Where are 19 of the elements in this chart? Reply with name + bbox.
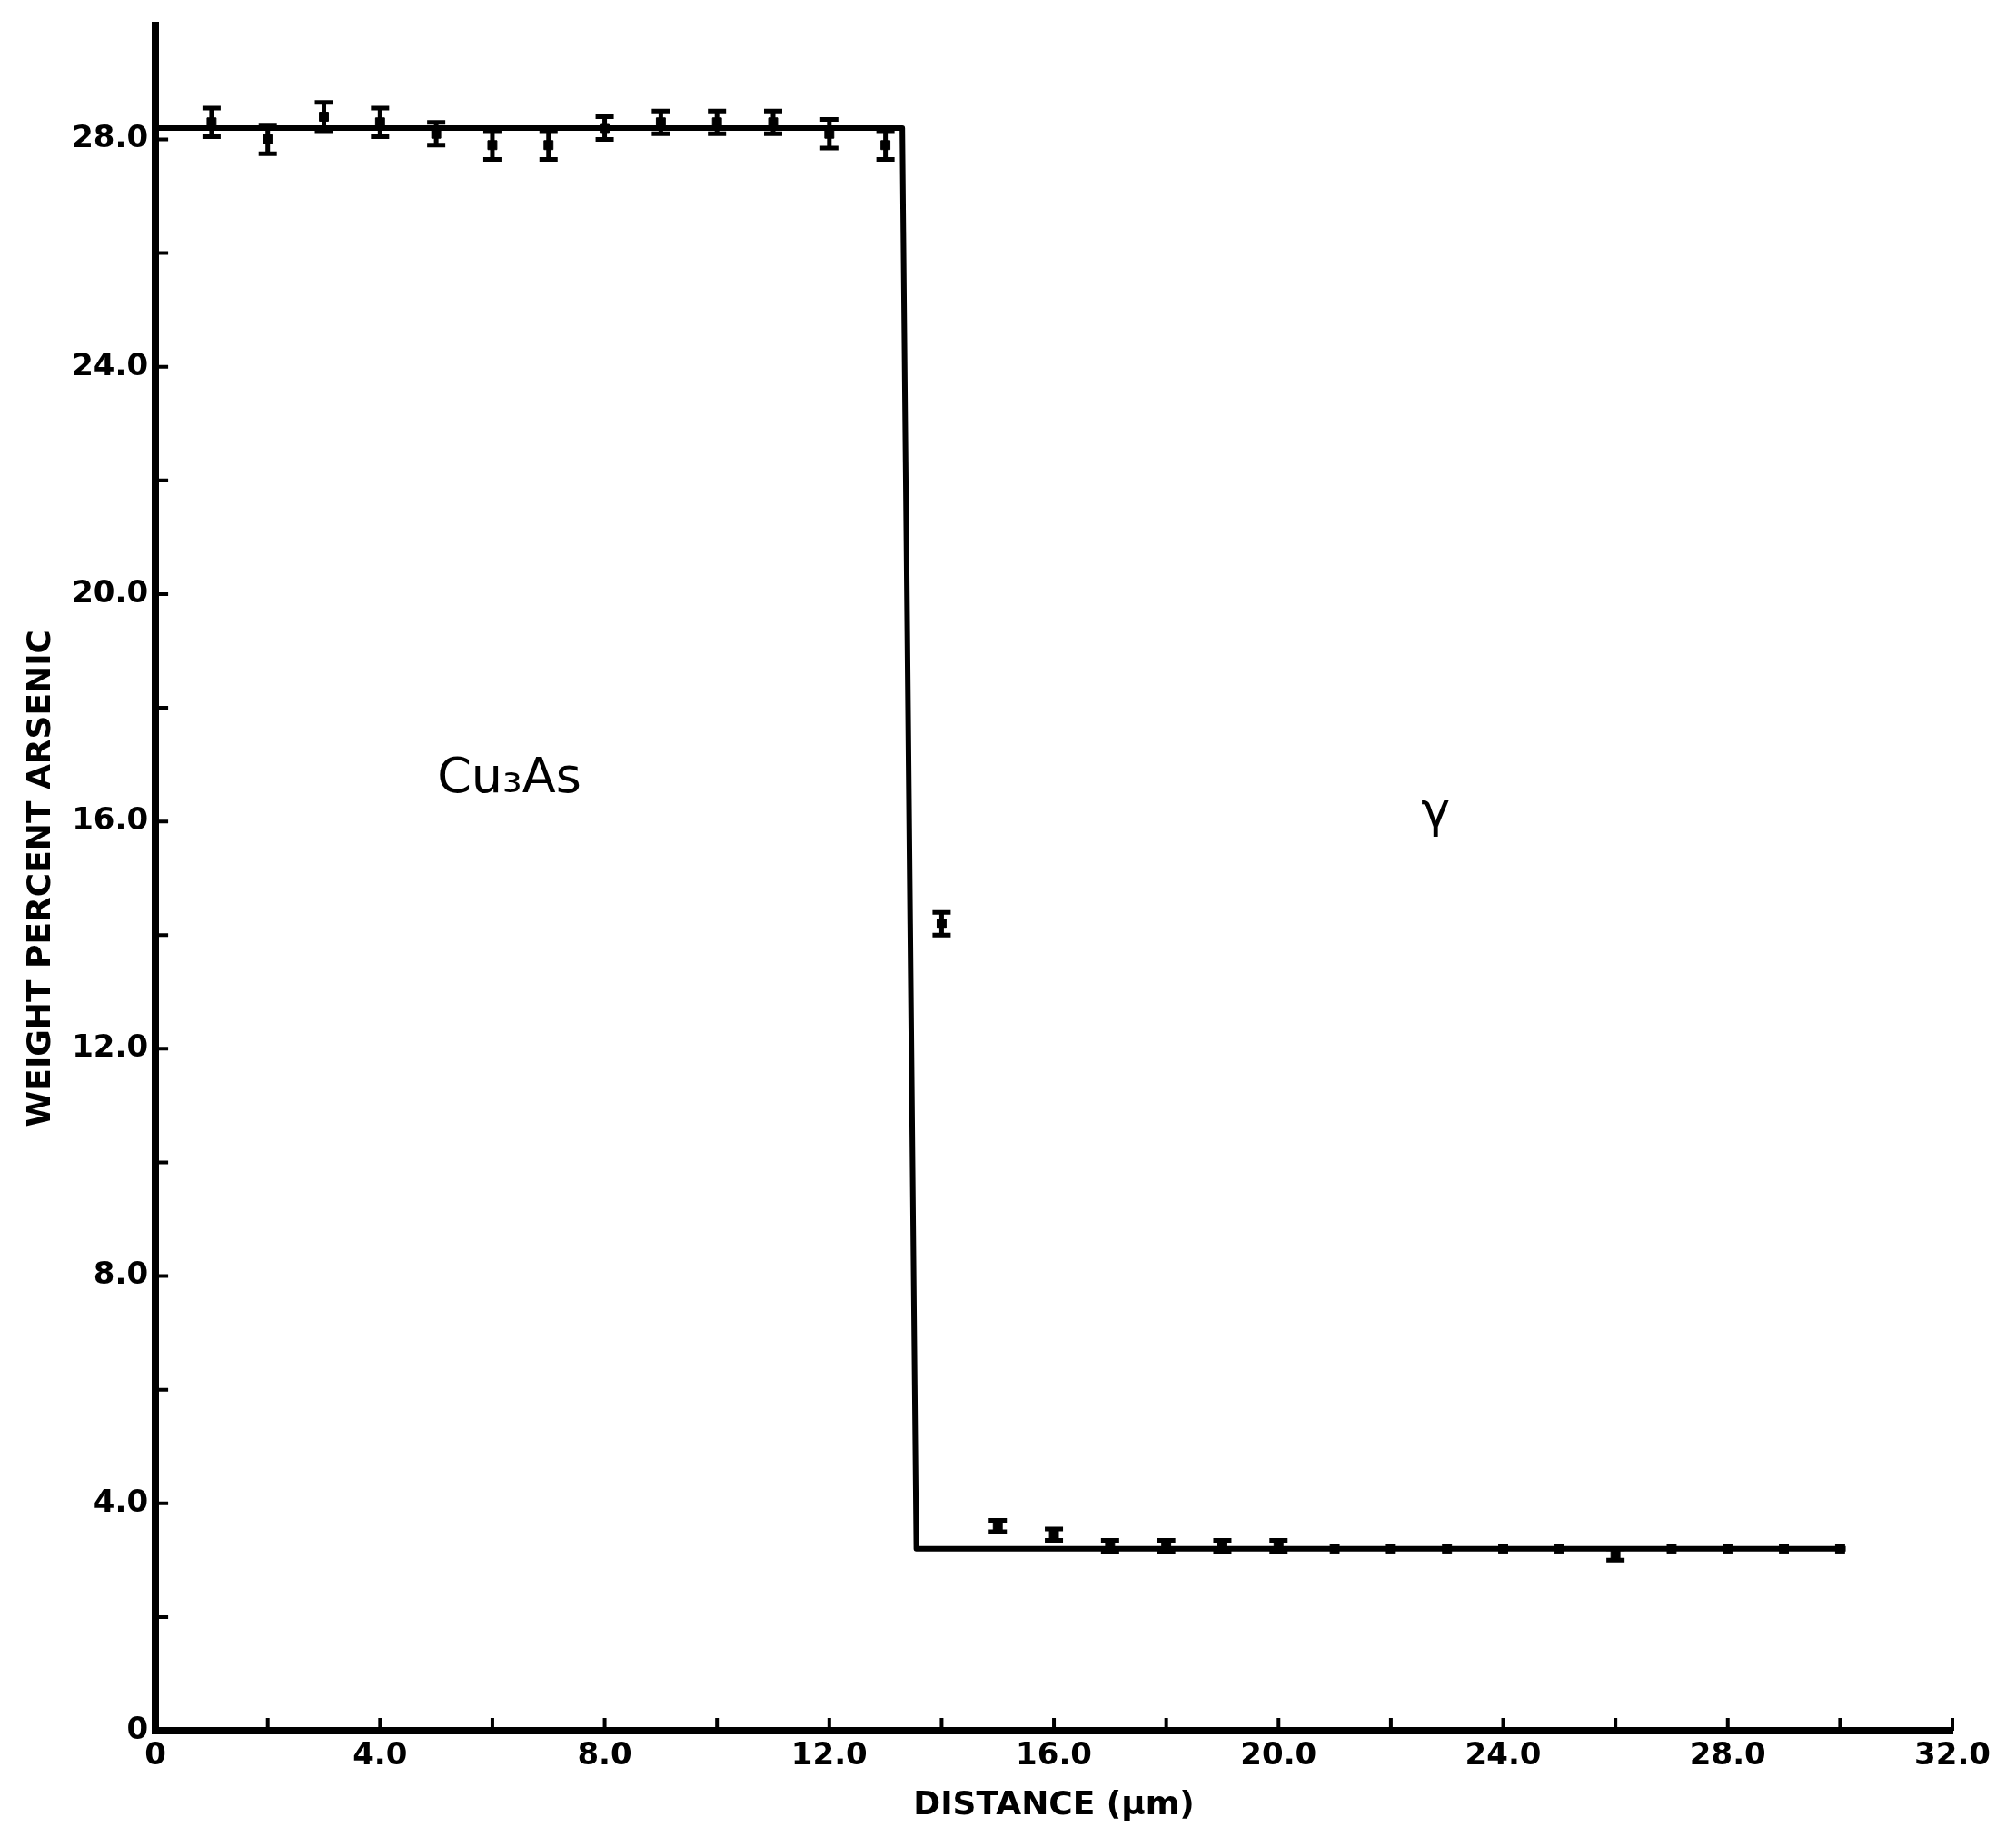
x-axis-title: DISTANCE (μm) — [913, 1783, 1195, 1822]
x-tick-label: 32.0 — [1914, 1735, 1991, 1773]
y-axis-title: WEIGHT PERCENT ARSENIC — [19, 629, 57, 1127]
y-tick-label: 8.0 — [93, 1255, 149, 1292]
annotation: Cu₃As — [437, 747, 581, 805]
annotation: γ — [1421, 780, 1451, 839]
x-tick-label: 20.0 — [1240, 1735, 1317, 1773]
y-tick-label: 4.0 — [93, 1482, 149, 1519]
x-tick-label: 16.0 — [1016, 1735, 1092, 1773]
x-tick-label: 28.0 — [1689, 1735, 1766, 1773]
y-tick-label: 20.0 — [72, 572, 149, 610]
y-tick-label: 12.0 — [72, 1028, 149, 1065]
text: 4.0 — [353, 1735, 408, 1773]
x-tick-label: 24.0 — [1465, 1735, 1542, 1773]
x-tick-label: 12.0 — [790, 1735, 868, 1773]
y-tick-label: 28.0 — [72, 118, 149, 155]
x-tick-label: 8.0 — [577, 1735, 632, 1773]
y-tick-label: 16.0 — [72, 799, 149, 837]
y-tick-label: 24.0 — [72, 345, 149, 382]
